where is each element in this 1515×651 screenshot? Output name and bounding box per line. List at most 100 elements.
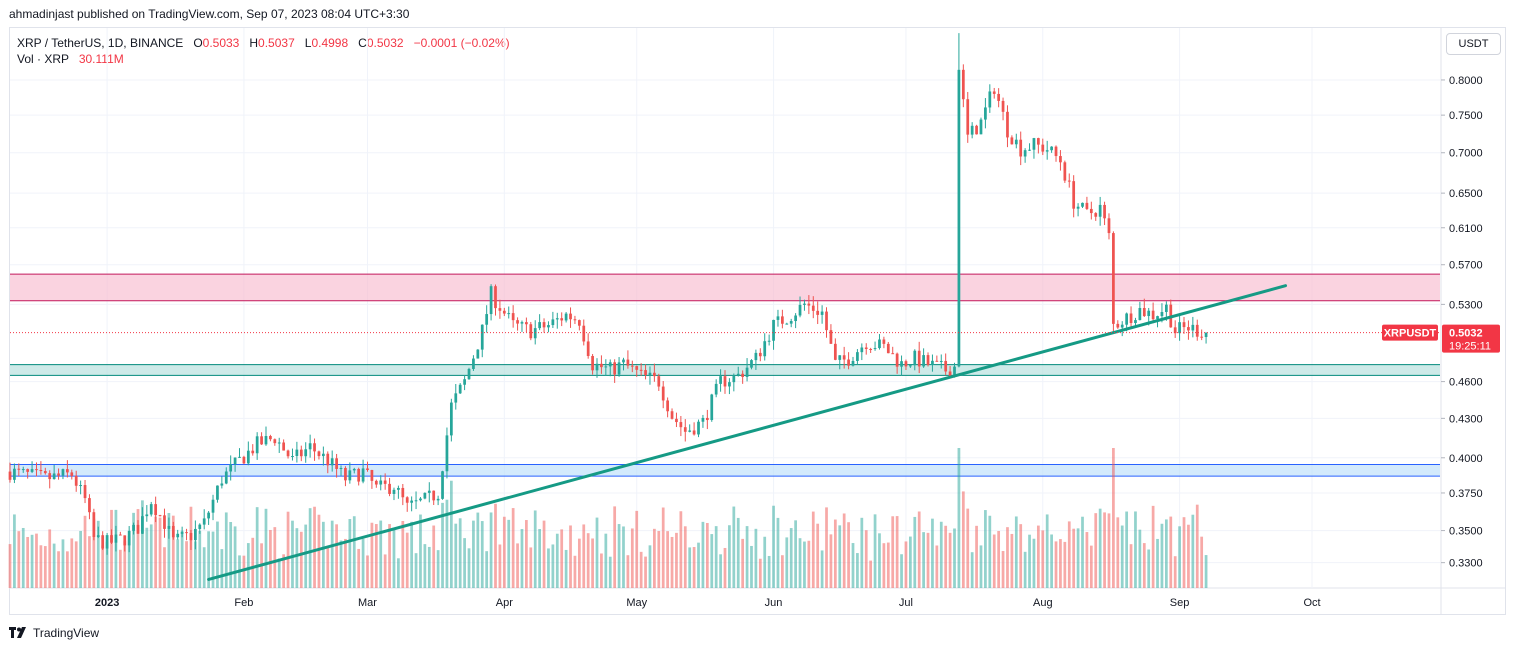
volume-bar — [926, 532, 930, 588]
volume-bar — [608, 556, 612, 588]
volume-bar — [520, 529, 524, 588]
candle-body-up — [21, 469, 25, 471]
candle-body-up — [264, 436, 268, 445]
candle-body-up — [1098, 204, 1102, 217]
volume-bar — [211, 531, 215, 588]
candle-body-down — [313, 443, 316, 452]
last-price-value: 0.5032 — [1449, 328, 1483, 340]
candle-body-up — [878, 339, 881, 349]
volume-bar — [1116, 517, 1120, 588]
volume-bar — [21, 527, 25, 588]
legend-open-value: 0.5033 — [202, 36, 240, 50]
volume-bar — [454, 523, 458, 588]
volume-bar — [988, 515, 992, 588]
candle-body-down — [357, 468, 361, 482]
volume-bar — [675, 532, 678, 588]
volume-bar — [697, 542, 700, 588]
candle-body-up — [1147, 310, 1151, 317]
candle-body-up — [233, 457, 237, 465]
volume-bar — [229, 522, 233, 588]
legend-low-value: 0.4998 — [311, 36, 349, 50]
volume-bar — [472, 520, 475, 588]
time-axis[interactable]: 2023 Feb Mar Apr May Jun Jul Aug Sep Oct — [95, 597, 1321, 609]
volume-bar — [1036, 525, 1040, 588]
support-zone — [10, 364, 1440, 376]
candle-body-down — [644, 370, 647, 376]
candle-body-up — [489, 286, 493, 315]
time-tick-label: Sep — [1170, 597, 1190, 609]
volume-bar — [975, 525, 978, 588]
volume-bar — [692, 547, 696, 588]
candle-body-up — [348, 470, 352, 481]
volume-bar — [547, 548, 550, 588]
volume-bar — [233, 526, 237, 588]
volume-bar — [525, 520, 528, 588]
candle-body-up — [304, 449, 308, 457]
price-tick-label: 0.4600 — [1449, 377, 1483, 389]
candle-body-up — [277, 442, 281, 444]
candle-body-up — [1138, 307, 1142, 321]
candle-body-up — [330, 458, 334, 466]
price-axis[interactable]: 0.8000 0.7500 0.7000 0.6500 0.6100 0.5700 0.53… — [1440, 28, 1483, 614]
volume-bar — [917, 511, 921, 588]
volume-bar — [79, 530, 82, 588]
chart-frame[interactable] — [9, 27, 1506, 615]
candle-body-up — [127, 530, 131, 546]
volume-bar — [1204, 555, 1208, 588]
candle-body-up — [211, 499, 215, 513]
volume-bar — [216, 521, 219, 588]
trendline-layer[interactable] — [207, 284, 1288, 581]
volume-bar — [13, 514, 16, 588]
legend-volume-label[interactable]: Vol · XRP — [17, 52, 69, 66]
volume-bar — [1107, 513, 1111, 588]
volume-bar — [1187, 524, 1190, 588]
volume-bar — [1173, 556, 1177, 588]
candle-body-up — [79, 485, 82, 487]
candle-body-down — [1036, 138, 1040, 145]
volume-bar — [789, 528, 793, 588]
volume-bar — [414, 553, 418, 588]
symbol-tag-bg — [1382, 324, 1438, 341]
candle-body-down — [1112, 233, 1115, 324]
candle-body-up — [803, 303, 806, 305]
volume-bar — [255, 507, 259, 588]
footer-brand[interactable]: TradingView — [33, 626, 100, 640]
volume-bar — [781, 555, 784, 588]
volume-bar — [1156, 538, 1159, 588]
volume-bar — [1059, 539, 1062, 588]
volume-bar — [577, 538, 581, 588]
volume-bar — [542, 520, 546, 588]
currency-button[interactable]: USDT — [1446, 33, 1501, 55]
volume-bar — [207, 531, 210, 588]
candle-body-up — [485, 314, 489, 325]
candle-body-down — [657, 376, 661, 387]
candle-body-up — [648, 372, 652, 376]
volume-bar — [198, 531, 202, 588]
candle-body-up — [441, 471, 444, 499]
candle-body-down — [935, 360, 939, 362]
candle-body-up — [953, 366, 956, 377]
volume-bar — [653, 528, 656, 588]
candle-body-down — [758, 352, 762, 357]
candle-body-up — [939, 360, 943, 362]
candle-body-up — [754, 352, 758, 361]
volume-bar — [269, 529, 272, 588]
volume-bars — [8, 448, 1208, 588]
volume-bar — [326, 545, 330, 588]
volume-bar — [57, 551, 60, 588]
time-tick-label: Oct — [1303, 597, 1320, 609]
candle-body-up — [794, 315, 797, 322]
candle-body-up — [176, 533, 180, 538]
candle-body-down — [630, 365, 634, 367]
candle-body-up — [149, 504, 153, 515]
grid-lines — [10, 28, 1505, 589]
candle-body-down — [639, 369, 643, 371]
volume-bar — [842, 513, 846, 588]
candle-body-down — [401, 487, 405, 498]
volume-bar — [679, 511, 683, 588]
candle-body-up — [1081, 202, 1084, 207]
candle-body-up — [1050, 146, 1053, 151]
legend-symbol[interactable]: XRP / TetherUS, 1D, BINANCE — [17, 36, 184, 50]
candle-body-up — [984, 107, 987, 120]
